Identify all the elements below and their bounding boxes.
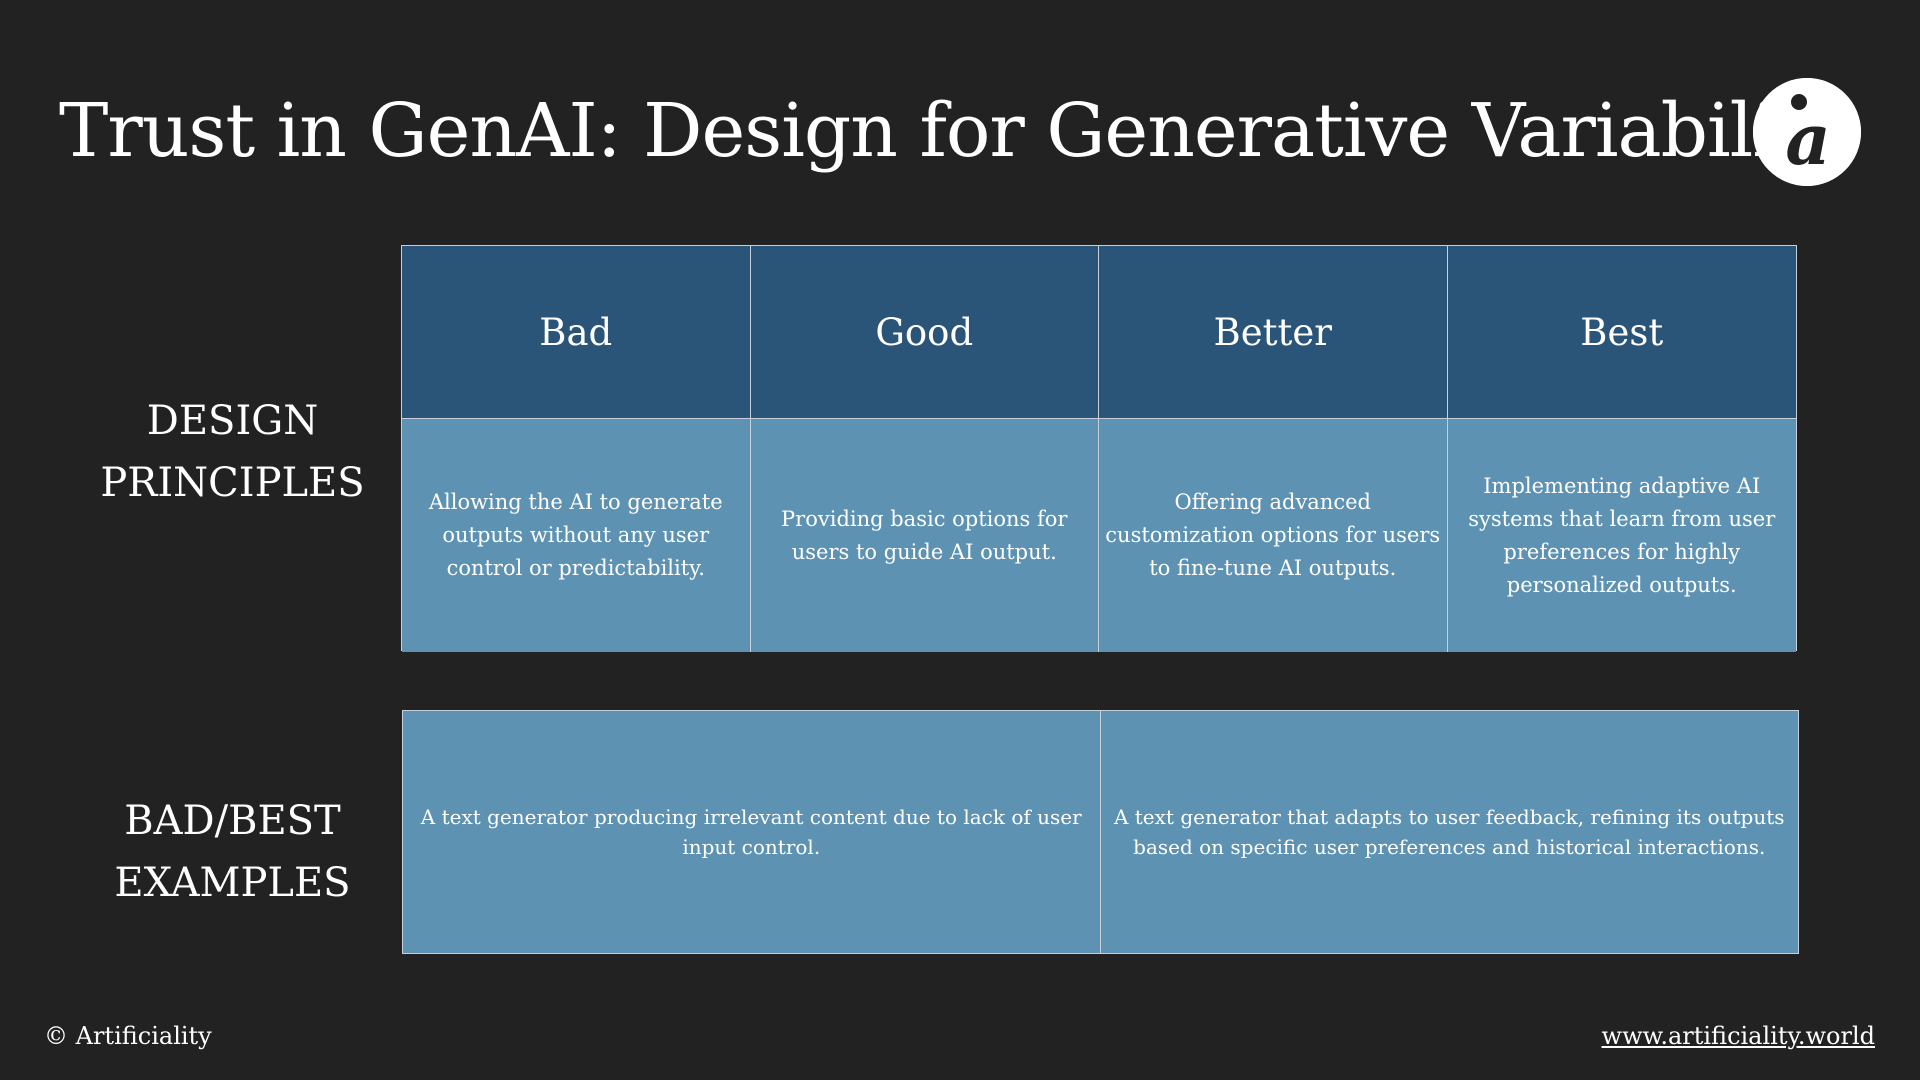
principle-good: Providing basic options for users to gui…: [750, 419, 1099, 652]
logo: a: [1753, 78, 1861, 186]
website-link[interactable]: www.artificiality.world: [1601, 1022, 1875, 1050]
header-good: Good: [750, 246, 1099, 419]
header-best: Best: [1447, 246, 1796, 419]
header-bad: Bad: [402, 246, 751, 419]
row-label-line: DESIGN: [146, 398, 319, 444]
row-label-line: BAD/BEST: [124, 798, 341, 844]
principle-best: Implementing adaptive AI systems that le…: [1447, 419, 1796, 652]
row-label-design-principles: DESIGN PRINCIPLES: [70, 390, 395, 514]
artificiality-logo-icon: a: [1753, 78, 1861, 186]
examples-table: A text generator producing irrelevant co…: [402, 710, 1799, 954]
copyright-text: © Artificiality: [44, 1022, 212, 1050]
principle-bad: Allowing the AI to generate outputs with…: [402, 419, 751, 652]
row-label-line: EXAMPLES: [114, 860, 351, 906]
example-bad: A text generator producing irrelevant co…: [403, 711, 1101, 953]
row-label-bad-best-examples: BAD/BEST EXAMPLES: [70, 790, 395, 914]
example-best: A text generator that adapts to user fee…: [1100, 711, 1798, 953]
principle-better: Offering advanced customization options …: [1099, 419, 1448, 652]
row-label-line: PRINCIPLES: [100, 460, 365, 506]
design-principles-table: Bad Good Better Best Allowing the AI to …: [401, 245, 1797, 652]
header-better: Better: [1099, 246, 1448, 419]
page-title: Trust in GenAI: Design for Generative Va…: [59, 88, 1846, 174]
svg-text:a: a: [1785, 98, 1830, 181]
